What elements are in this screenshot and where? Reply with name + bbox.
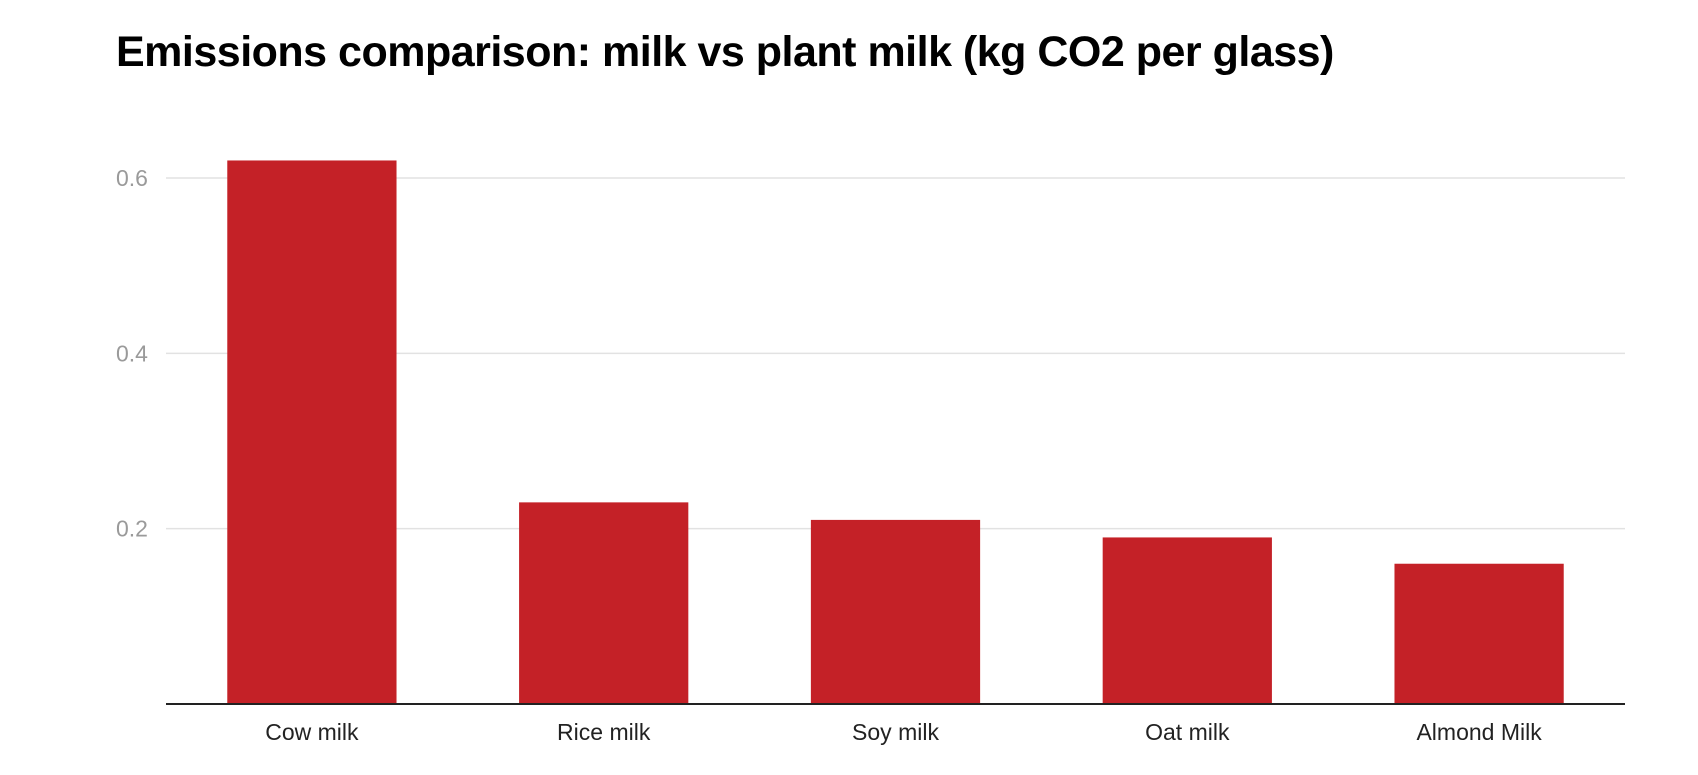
x-tick-label: Soy milk — [852, 719, 939, 745]
bar-oat-milk — [1102, 537, 1272, 704]
bar-cow-milk — [227, 160, 397, 704]
y-tick-label: 0.4 — [116, 340, 148, 366]
x-tick-label: Oat milk — [1145, 719, 1230, 745]
bar-almond-milk — [1394, 563, 1564, 704]
y-tick-label: 0.6 — [116, 165, 148, 191]
x-axis-labels: Cow milk Rice milk Soy milk Oat milk Almond … — [265, 719, 1542, 745]
x-tick-label: Almond Milk — [1416, 719, 1542, 745]
x-tick-label: Rice milk — [557, 719, 651, 745]
y-tick-label: 0.2 — [116, 516, 148, 542]
chart-title: Emissions comparison: milk vs plant milk… — [116, 28, 1334, 76]
bar-rice-milk — [519, 502, 689, 704]
bars — [227, 160, 1564, 704]
x-tick-label: Cow milk — [265, 719, 359, 745]
bar-soy-milk — [810, 519, 981, 704]
y-axis-ticks: 0.2 0.4 0.6 — [116, 165, 148, 542]
